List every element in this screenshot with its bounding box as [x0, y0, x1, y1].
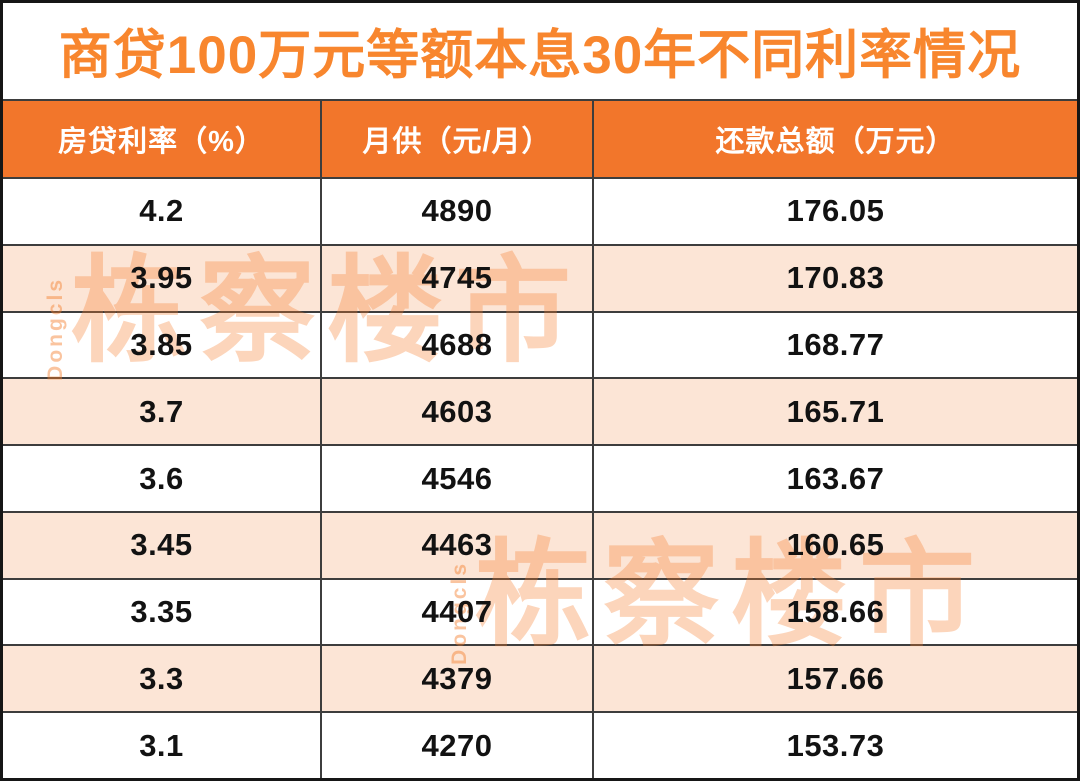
cell-value: 4379	[421, 660, 493, 696]
cell-total-repayment: 170.83	[594, 246, 1077, 311]
cell-monthly-payment: 4270	[322, 713, 594, 778]
cell-value: 3.1	[139, 727, 184, 763]
cell-monthly-payment: 4407	[322, 579, 594, 645]
cell-value: 3.95	[130, 260, 193, 296]
cell-monthly-payment: 4379	[322, 646, 594, 712]
cell-value: 176.05	[786, 193, 885, 229]
table-row: 3.95 4745 170.83	[3, 245, 1077, 313]
cell-total-repayment: 165.71	[594, 379, 1077, 444]
cell-value: 3.6	[139, 460, 184, 496]
cell-rate: 3.6	[3, 446, 322, 511]
table-row: 3.1 4270 153.73	[3, 713, 1077, 778]
cell-value: 153.73	[786, 727, 885, 763]
page-title: 商贷100万元等额本息30年不同利率情况	[3, 3, 1077, 99]
cell-total-repayment: 168.77	[594, 313, 1077, 378]
table-body: 4.2 4890 176.05 3.95 4745 170.83 3.85 46…	[3, 179, 1077, 778]
table-row: 3.6 4546 163.67	[3, 446, 1077, 513]
cell-monthly-payment: 4546	[322, 446, 594, 511]
cell-total-repayment: 176.05	[594, 179, 1077, 244]
cell-value: 4546	[421, 460, 493, 496]
cell-value: 4688	[421, 326, 493, 362]
cell-value: 157.66	[786, 660, 885, 696]
cell-value: 158.66	[786, 594, 885, 630]
column-header-rate: 房贷利率（%）	[3, 101, 322, 177]
cell-monthly-payment: 4745	[322, 245, 594, 311]
cell-total-repayment: 153.73	[594, 713, 1077, 778]
table-row: 3.3 4379 157.66	[3, 646, 1077, 714]
cell-value: 4407	[421, 594, 493, 630]
cell-value: 168.77	[786, 326, 885, 362]
table-header-row: 房贷利率（%） 月供（元/月） 还款总额（万元）	[3, 99, 1077, 179]
cell-value: 163.67	[786, 460, 885, 496]
cell-value: 170.83	[786, 260, 885, 296]
cell-value: 4.2	[139, 193, 184, 229]
cell-rate: 3.7	[3, 379, 322, 445]
table-row: 3.35 4407 158.66	[3, 579, 1077, 647]
table-row: 4.2 4890 176.05	[3, 179, 1077, 246]
column-header-total-repayment: 还款总额（万元）	[715, 126, 956, 158]
cell-monthly-payment: 4890	[322, 179, 594, 244]
table-row: 3.45 4463 160.65	[3, 512, 1077, 580]
cell-total-repayment: 163.67	[594, 446, 1077, 511]
table-row: 3.7 4603 165.71	[3, 379, 1077, 447]
cell-value: 4270	[421, 727, 493, 763]
cell-rate: 3.85	[3, 312, 322, 378]
cell-rate: 3.3	[3, 646, 322, 712]
cell-rate: 3.1	[3, 713, 322, 778]
cell-value: 4603	[421, 393, 493, 429]
cell-value: 3.85	[130, 326, 193, 362]
cell-rate: 4.2	[3, 179, 322, 244]
cell-monthly-payment: 4463	[322, 512, 594, 578]
cell-value: 3.45	[130, 527, 193, 563]
cell-total-repayment: 157.66	[594, 646, 1077, 711]
cell-monthly-payment: 4688	[322, 312, 594, 378]
cell-monthly-payment: 4603	[322, 379, 594, 445]
cell-value: 3.35	[130, 594, 193, 630]
cell-rate: 3.95	[3, 245, 322, 311]
cell-rate: 3.35	[3, 579, 322, 645]
cell-value: 4890	[421, 193, 493, 229]
cell-total-repayment: 158.66	[594, 580, 1077, 645]
cell-rate: 3.45	[3, 512, 322, 578]
column-header-monthly-payment: 月供（元/月）	[322, 101, 594, 177]
cell-total-repayment: 160.65	[594, 513, 1077, 578]
cell-value: 165.71	[786, 393, 885, 429]
cell-value: 4463	[421, 527, 493, 563]
table-row: 3.85 4688 168.77	[3, 312, 1077, 380]
cell-value: 3.7	[139, 393, 184, 429]
cell-value: 160.65	[786, 527, 885, 563]
cell-value: 3.3	[139, 660, 184, 696]
cell-value: 4745	[421, 260, 493, 296]
